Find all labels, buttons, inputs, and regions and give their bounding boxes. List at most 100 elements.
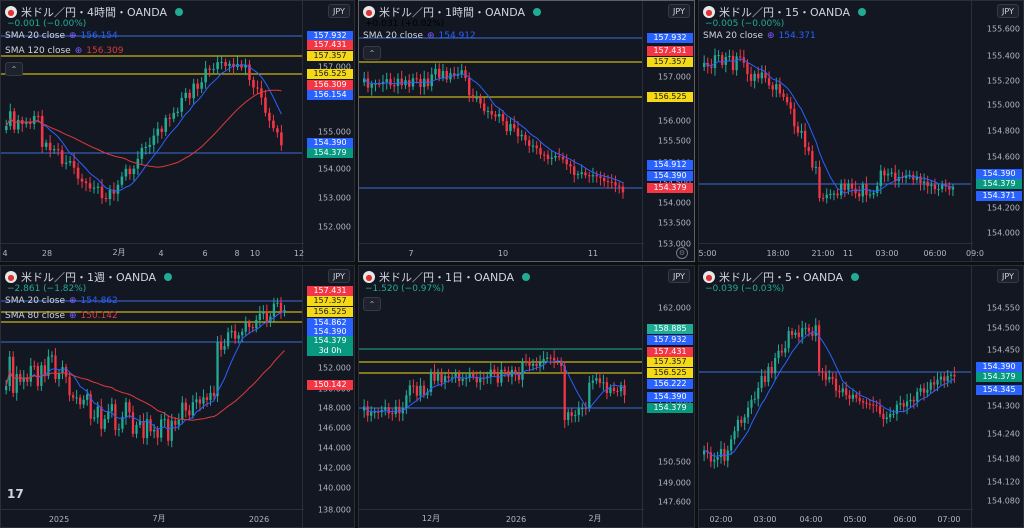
- indicator-legend[interactable]: SMA 20 close ⊕ 156.154: [5, 31, 118, 41]
- time-axis[interactable]: 7 10 11: [359, 243, 644, 261]
- candle-body: [757, 74, 759, 79]
- price-axis[interactable]: 157.000156.500156.000155.500155.000154.5…: [642, 1, 694, 261]
- candle-body: [740, 420, 742, 423]
- candle-body: [886, 417, 888, 419]
- candle-body: [862, 185, 864, 197]
- candle-body: [196, 84, 199, 89]
- symbol-header[interactable]: ● 米ドル／円・1日・OANDA: [363, 269, 530, 285]
- gear-icon[interactable]: ⚙: [676, 247, 688, 259]
- indicator-legend[interactable]: SMA 80 close ⊕ 150.142: [5, 311, 118, 321]
- indicator-settings-icon[interactable]: ⊕: [69, 311, 77, 321]
- candle-body: [85, 182, 88, 184]
- candle-body: [909, 400, 911, 401]
- currency-button[interactable]: JPY: [328, 269, 350, 283]
- candle-body: [815, 325, 817, 336]
- candle-body: [588, 175, 590, 176]
- symbol-title[interactable]: 米ドル／円・5・OANDA: [719, 269, 843, 285]
- candle-body: [737, 420, 739, 431]
- symbol-title[interactable]: 米ドル／円・4時間・OANDA: [21, 4, 167, 20]
- price-axis[interactable]: 162.000160.500152.000150.500149.000147.6…: [642, 266, 694, 527]
- candle-body: [248, 323, 250, 327]
- symbol-header[interactable]: ● 米ドル／円・5・OANDA: [703, 269, 859, 285]
- chart-pane[interactable]: ● 米ドル／円・1週・OANDA −2.861 (−1.82%) SMA 20 clo…: [0, 265, 355, 528]
- price-tick: 154.000: [987, 229, 1020, 238]
- candle-body: [49, 143, 52, 151]
- price-axis[interactable]: 152.000150.000148.000146.000144.000142.0…: [302, 266, 354, 527]
- indicator-legend[interactable]: SMA 120 close ⊕ 156.309: [5, 46, 123, 56]
- currency-button[interactable]: JPY: [997, 4, 1019, 18]
- symbol-title[interactable]: 米ドル／円・1週・OANDA: [21, 269, 156, 285]
- symbol-header[interactable]: ● 米ドル／円・15・OANDA: [703, 4, 866, 20]
- time-axis[interactable]: 12月 2026 2月: [359, 509, 644, 527]
- candle-body: [479, 98, 481, 104]
- price-tag: 157.357: [647, 357, 693, 367]
- candle-body: [5, 126, 8, 130]
- candle-body: [869, 195, 871, 196]
- candle-body: [132, 412, 134, 434]
- time-axis[interactable]: 02:00 03:00 04:00 05:00 06:00 07:00: [699, 509, 973, 527]
- chart-pane[interactable]: ● 米ドル／円・4時間・OANDA −0.001 (−0.00%) SMA 20 cl…: [0, 0, 355, 262]
- candle-body: [431, 74, 433, 86]
- price-tick: 154.600: [987, 153, 1020, 162]
- indicator-legend[interactable]: SMA 20 close ⊕ 154.371: [703, 31, 816, 41]
- collapse-legend-button[interactable]: ⌃: [5, 62, 23, 76]
- time-axis[interactable]: 4 28 2月 4 6 8 10 12: [1, 243, 304, 261]
- candle-body: [793, 109, 795, 127]
- currency-button[interactable]: JPY: [668, 4, 690, 18]
- indicator-settings-icon[interactable]: ⊕: [75, 46, 83, 56]
- symbol-title[interactable]: 米ドル／円・1時間・OANDA: [379, 4, 525, 20]
- chart-pane[interactable]: ● 米ドル／円・1時間・OANDA +0.031 (+0.02%) SMA 20 cl…: [358, 0, 695, 262]
- candle-body: [577, 174, 579, 175]
- indicator-legend[interactable]: SMA 20 close ⊕ 154.912: [363, 31, 476, 41]
- candle-body: [717, 55, 719, 56]
- candle-body: [184, 93, 187, 98]
- candle-body: [833, 194, 835, 195]
- candle-body: [255, 320, 257, 328]
- candle-body: [732, 56, 734, 70]
- currency-button[interactable]: JPY: [668, 269, 690, 283]
- candle-body: [798, 333, 800, 337]
- price-tick: 162.000: [658, 304, 691, 313]
- candle-body: [129, 169, 132, 174]
- collapse-legend-button[interactable]: ⌃: [363, 297, 381, 311]
- symbol-header[interactable]: ● 米ドル／円・1時間・OANDA: [363, 4, 541, 20]
- price-tag: 154.379: [647, 183, 693, 193]
- candle-body: [933, 382, 935, 384]
- candle-body: [493, 369, 495, 374]
- candle-body: [588, 383, 590, 409]
- collapse-legend-button[interactable]: ⌃: [363, 46, 381, 60]
- time-axis[interactable]: 2025 7月 2026: [1, 509, 304, 527]
- price-axis[interactable]: 157.000 155.000 154.000 153.000 152.000 157.9…: [302, 1, 354, 261]
- candle-body: [899, 403, 901, 404]
- chart-pane[interactable]: ● 米ドル／円・5・OANDA −0.039 (−0.03%) 154.550 154.…: [698, 265, 1024, 528]
- candlestick-plot[interactable]: [359, 266, 644, 511]
- indicator-settings-icon[interactable]: ⊕: [767, 31, 775, 41]
- indicator-settings-icon[interactable]: ⊕: [427, 31, 435, 41]
- symbol-header[interactable]: ● 米ドル／円・4時間・OANDA: [5, 4, 183, 20]
- candle-body: [195, 399, 197, 402]
- chart-pane[interactable]: ●米ドル／円・1日・OANDA−1.520 (−0.97%)⌃162.00016…: [358, 265, 695, 528]
- currency-button[interactable]: JPY: [328, 4, 350, 18]
- time-axis[interactable]: 15:00 18:00 21:00 11 03:00 06:00 09:0: [699, 243, 973, 261]
- candle-body: [771, 367, 773, 373]
- price-axis[interactable]: 154.550154.500154.450154.400154.300154.2…: [971, 266, 1023, 527]
- candle-body: [599, 176, 601, 178]
- candle-body: [188, 93, 191, 98]
- chart-pane[interactable]: ● 米ドル／円・15・OANDA −0.005 (−0.00%) SMA 20 clo…: [698, 0, 1024, 262]
- indicator-settings-icon[interactable]: ⊕: [69, 296, 77, 306]
- candle-body: [562, 157, 564, 159]
- candle-body: [947, 376, 949, 381]
- indicator-legend[interactable]: SMA 20 close ⊕ 154.862: [5, 296, 118, 306]
- indicator-settings-icon[interactable]: ⊕: [69, 31, 77, 41]
- candle-body: [883, 171, 885, 176]
- currency-button[interactable]: JPY: [997, 269, 1019, 283]
- symbol-title[interactable]: 米ドル／円・15・OANDA: [719, 4, 850, 20]
- candlestick-plot[interactable]: [699, 266, 973, 511]
- symbol-header[interactable]: ● 米ドル／円・1週・OANDA: [5, 269, 172, 285]
- candle-body: [721, 55, 723, 65]
- symbol-title[interactable]: 米ドル／円・1日・OANDA: [379, 269, 514, 285]
- price-axis[interactable]: 155.600 155.400 155.200 155.000 154.800 154.6…: [971, 1, 1023, 261]
- candle-body: [581, 172, 583, 174]
- candle-body: [164, 419, 166, 420]
- candle-body: [272, 121, 275, 129]
